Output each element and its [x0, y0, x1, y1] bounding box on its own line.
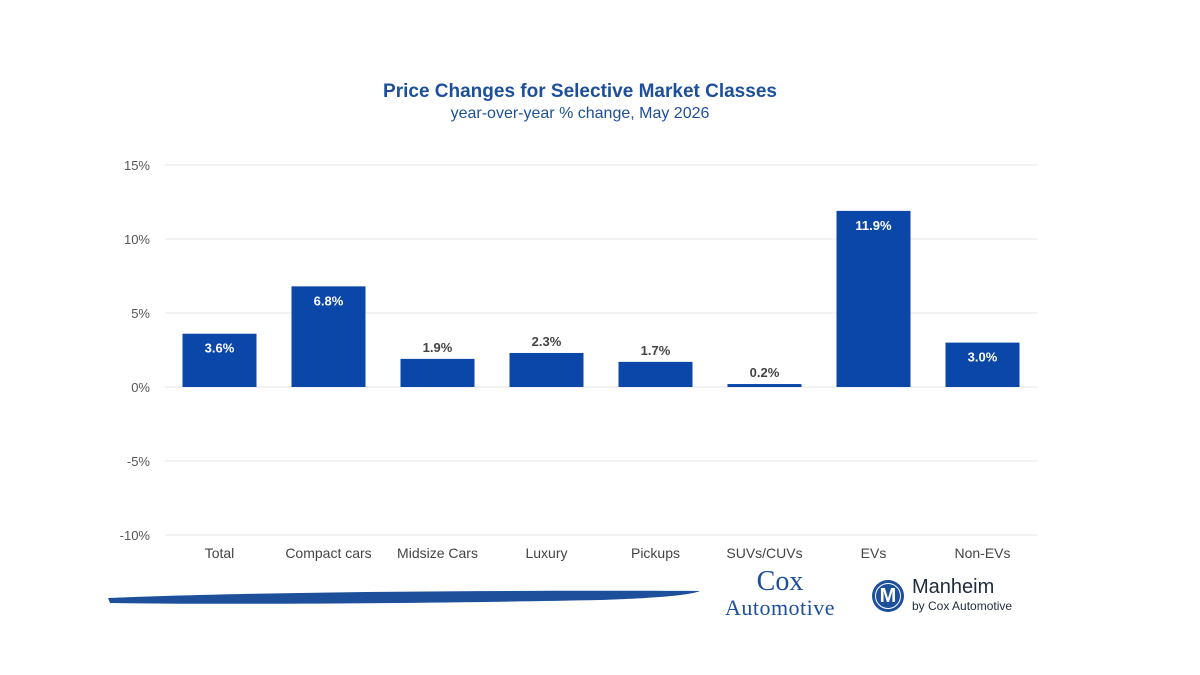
data-label: 1.9% [423, 340, 453, 355]
y-tick-label: -5% [127, 454, 151, 469]
data-label: 3.6% [205, 341, 235, 356]
x-tick-label: SUVs/CUVs [726, 545, 802, 561]
y-tick-label: 10% [124, 232, 150, 247]
data-label: 6.8% [314, 293, 344, 308]
x-tick-label: Compact cars [285, 545, 371, 561]
bar [727, 384, 802, 387]
x-tick-label: EVs [861, 545, 887, 561]
x-tick-label: Luxury [525, 545, 567, 561]
bar [836, 210, 911, 387]
chart-subtitle: year-over-year % change, May 2026 [450, 105, 710, 122]
manheim-byline: by Cox Automotive [912, 599, 1013, 613]
bar [509, 352, 584, 387]
bar [400, 358, 475, 387]
y-tick-label: 15% [124, 158, 150, 173]
manheim-name: Manheim [912, 576, 995, 598]
chart-title: Price Changes for Selective Market Class… [383, 81, 777, 102]
x-tick-label: Pickups [631, 545, 680, 561]
data-label: 11.9% [855, 218, 892, 233]
manheim-m-icon: M [872, 580, 904, 612]
x-tick-label: Total [205, 545, 235, 561]
y-tick-label: 5% [131, 306, 150, 321]
y-tick-label: 0% [131, 380, 150, 395]
x-tick-label: Midsize Cars [397, 545, 478, 561]
data-label: 0.2% [750, 365, 780, 380]
cox-logo-top: Cox [756, 566, 804, 597]
bar [182, 333, 257, 387]
bar [618, 361, 693, 387]
data-label: 1.7% [641, 343, 671, 358]
x-tick-label: Non-EVs [954, 545, 1010, 561]
cox-logo-bottom: Automotive [724, 595, 836, 620]
bar [291, 286, 366, 387]
data-label: 2.3% [532, 334, 562, 349]
data-label: 3.0% [968, 350, 998, 365]
y-tick-label: -10% [120, 528, 151, 543]
brush-stroke-decoration [108, 590, 700, 604]
bar [945, 342, 1020, 387]
manheim-logo: M Manheim by Cox Automotive [872, 576, 1042, 620]
cox-automotive-logo: Cox Automotive [706, 568, 854, 620]
